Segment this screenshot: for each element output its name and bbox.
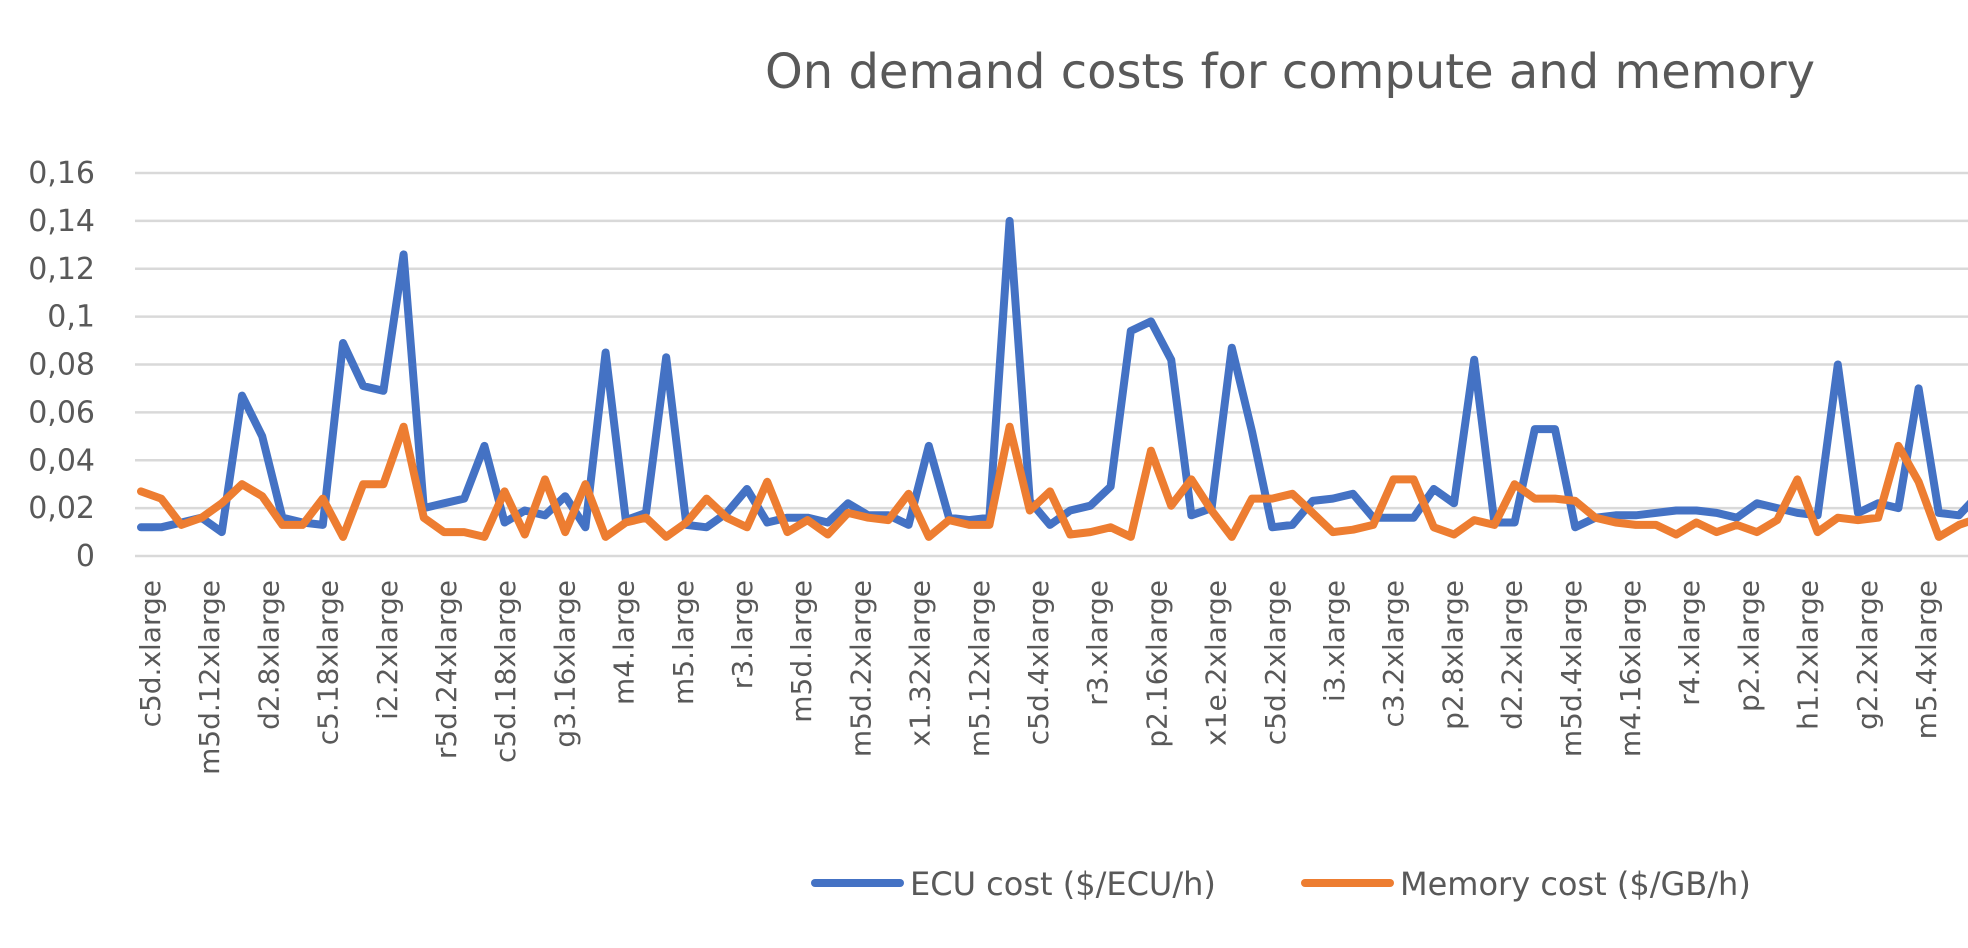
series-line-ecu-cost [137,216,1968,537]
x-tick-label: d2.8xlarge [252,580,285,730]
y-tick-label: 0,04 [28,443,95,478]
x-tick-label: r4.xlarge [1673,580,1706,706]
x-tick-label: p2.16xlarge [1140,580,1173,748]
y-tick-label: 0,06 [28,395,95,430]
x-tick-label: h1.2xlarge [1792,580,1825,730]
legend-item-memory-cost: Memory cost ($/GB/h) [1301,865,1751,903]
x-tick-label: m5d.12xlarge [193,580,226,775]
y-tick-label: 0,16 [28,156,95,191]
x-tick-label: x1e.2xlarge [1200,580,1233,746]
legend-label: Memory cost ($/GB/h) [1400,865,1751,903]
y-tick-label: 0,1 [47,300,95,335]
x-tick-label: c5d.4xlarge [1022,580,1055,745]
x-tick-label: m5.large [667,580,700,705]
x-tick-label: r3.xlarge [1081,580,1114,706]
legend-item-ecu-cost: ECU cost ($/ECU/h) [811,865,1216,903]
x-tick-label: x1.32xlarge [904,580,937,746]
x-tick-label: g3.16xlarge [548,580,581,748]
x-tick-label: p2.8xlarge [1436,580,1469,730]
series-line-memory-cost [137,422,1968,541]
x-tick-label: c5.18xlarge [312,580,345,745]
x-tick-label: m4.large [608,580,641,705]
x-tick-label: i2.2xlarge [371,580,404,720]
x-tick-label: m5d.2xlarge [844,580,877,757]
y-tick-label: 0 [76,539,95,574]
x-tick-label: p2.xlarge [1732,580,1765,712]
y-tick-label: 0,14 [28,204,95,239]
chart-title: On demand costs for compute and memory [765,44,1815,100]
x-tick-label: m5.4xlarge [1910,580,1943,739]
y-tick-label: 0,02 [28,491,95,526]
x-axis-tick-labels: c5d.xlarge m5d.12xlarge d2.8xlarge c5.18xla… [134,580,1943,775]
x-tick-label: m5d.large [785,580,818,723]
x-tick-label: c5d.xlarge [134,580,167,727]
y-tick-label: 0,12 [28,252,95,287]
x-tick-label: c3.2xlarge [1377,580,1410,727]
x-tick-label: r3.large [726,580,759,689]
x-tick-label: g2.2xlarge [1851,580,1884,730]
x-tick-label: c5d.2xlarge [1259,580,1292,745]
legend: ECU cost ($/ECU/h) Memory cost ($/GB/h) [811,865,1751,903]
x-tick-label: i3.xlarge [1318,580,1351,702]
x-tick-label: d2.2xlarge [1496,580,1529,730]
y-tick-label: 0,08 [28,348,95,383]
x-tick-label: m4.16xlarge [1614,580,1647,757]
x-tick-label: c5d.18xlarge [489,580,522,763]
x-tick-label: r5d.24xlarge [430,580,463,759]
series-lines [137,216,1968,541]
x-tick-label: m5d.4xlarge [1555,580,1588,757]
legend-label: ECU cost ($/ECU/h) [910,865,1216,903]
x-tick-label: m5.12xlarge [963,580,996,757]
y-axis-tick-labels: 0 0,02 0,04 0,06 0,08 0,1 0,12 0,14 0,16 [28,156,95,574]
